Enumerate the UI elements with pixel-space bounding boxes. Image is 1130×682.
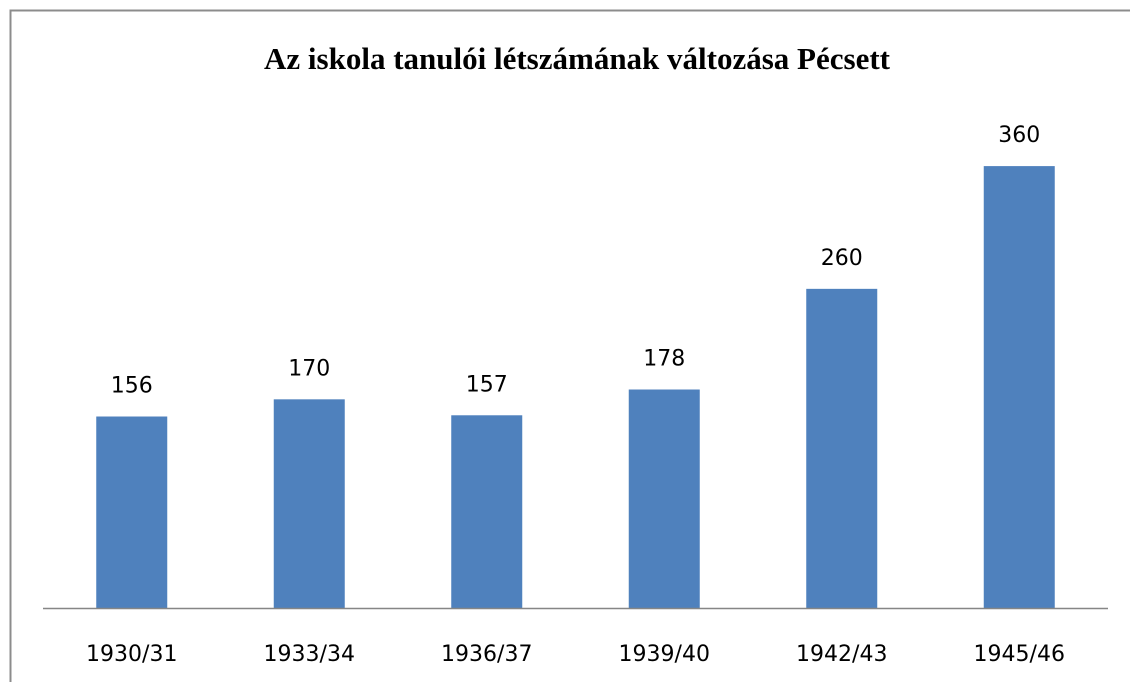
x-tick-label: 1930/31 xyxy=(86,642,177,667)
data-label: 156 xyxy=(111,374,153,399)
bar xyxy=(628,389,700,608)
data-label: 157 xyxy=(466,372,508,397)
bar xyxy=(451,415,523,608)
x-tick-label: 1945/46 xyxy=(974,642,1065,667)
x-tick-label: 1936/37 xyxy=(441,642,532,667)
bar xyxy=(273,399,345,608)
x-tick-label: 1933/34 xyxy=(264,642,355,667)
bar xyxy=(96,416,168,608)
bar xyxy=(983,166,1055,608)
bar xyxy=(806,288,878,608)
chart-title: Az iskola tanulói létszámának változása … xyxy=(264,41,891,76)
x-tick-label: 1942/43 xyxy=(796,642,887,667)
data-label: 178 xyxy=(643,347,685,372)
data-label: 260 xyxy=(821,246,863,271)
chart-frame xyxy=(9,9,1130,682)
data-label: 170 xyxy=(288,356,330,381)
x-tick-label: 1939/40 xyxy=(619,642,710,667)
data-label: 360 xyxy=(998,123,1040,148)
